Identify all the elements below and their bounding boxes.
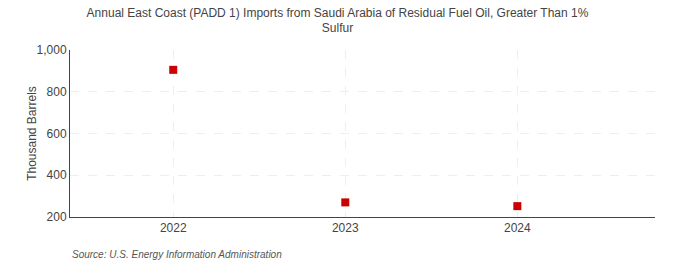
svg-text:Source: U.S. Energy Informatio: Source: U.S. Energy Information Administ… — [72, 249, 282, 260]
svg-text:2024: 2024 — [504, 221, 531, 235]
svg-text:400: 400 — [47, 168, 67, 182]
svg-text:1,000: 1,000 — [37, 43, 67, 57]
svg-text:Thousand Barrels: Thousand Barrels — [25, 86, 39, 181]
svg-text:200: 200 — [47, 210, 67, 224]
svg-text:Annual East Coast (PADD 1) Imp: Annual East Coast (PADD 1) Imports from … — [87, 6, 589, 36]
svg-text:800: 800 — [47, 85, 67, 99]
svg-text:2023: 2023 — [332, 221, 359, 235]
svg-text:2022: 2022 — [160, 221, 187, 235]
svg-text:600: 600 — [47, 127, 67, 141]
